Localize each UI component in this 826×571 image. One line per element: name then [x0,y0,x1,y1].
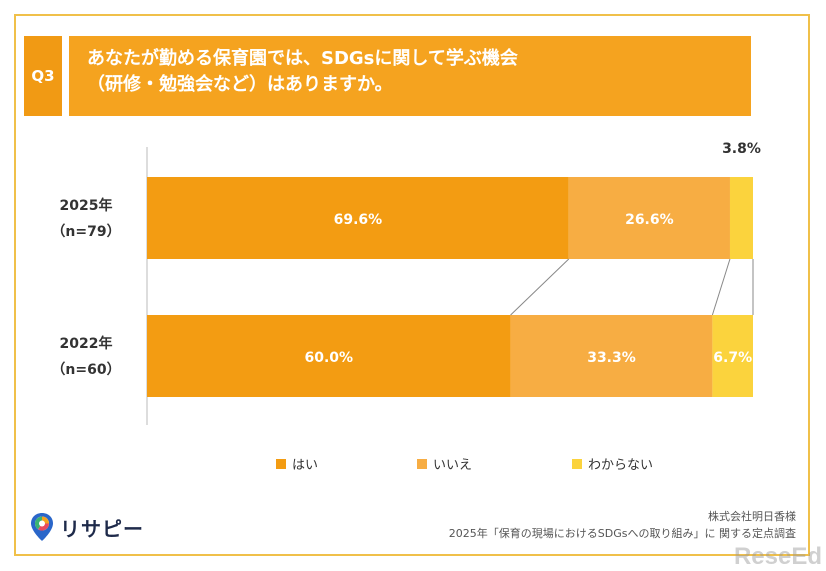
question-title-box: あなたが勤める保育園では、SDGsに関して学ぶ機会 （研修・勉強会など）はありま… [69,36,751,116]
legend-label-yes: はい [292,458,319,473]
chart-legend: はい いいえ わからない [0,454,826,474]
location-pin-icon [31,513,53,541]
category-label-year-0: 2025年 [60,197,113,214]
bar-label-0-0: 69.6% [334,212,383,228]
legend-item-unknown: わからない [572,454,653,473]
bar-label-1-1: 33.3% [587,350,636,366]
bar-label-0-1: 26.6% [625,212,674,228]
legend-label-unknown: わからない [588,458,654,473]
question-number: Q3 [31,67,55,85]
bar-segment-0-0 [147,177,569,259]
source-line-1: 株式会社明日香様 [708,510,796,523]
category-label-year-1: 2022年 [60,335,113,352]
connector-line-1 [711,258,731,316]
bar-segment-0-1 [568,177,730,259]
question-title-line-1: あなたが勤める保育園では、SDGsに関して学ぶ機会 [87,48,518,69]
connector-line-0 [510,258,570,316]
legend-swatch-unknown [572,458,582,469]
bar-label-0-2: 3.8% [722,141,761,157]
legend-item-no: いいえ [417,454,472,473]
legend-swatch-yes [276,458,286,469]
legend-item-yes: はい [276,454,318,473]
question-title-line-2: （研修・勉強会など）はありますか。 [87,74,393,95]
bar-label-1-2: 6.7% [713,350,752,366]
category-label-n-1: （n=60） [51,362,120,378]
bar-segment-0-2 [729,177,753,259]
source-note: 株式会社明日香様 2025年「保育の現場におけるSDGsへの取り組み」に 関する… [449,508,796,542]
bar-segment-1-2 [712,315,753,397]
bar-label-1-0: 60.0% [305,350,354,366]
bar-segment-1-0 [147,315,511,397]
category-label-n-0: （n=79） [51,224,120,240]
bar-segment-1-1 [510,315,713,397]
legend-swatch-no [417,458,427,469]
watermark: ReseEd [733,543,822,570]
source-line-2: 2025年「保育の現場におけるSDGsへの取り組み」に 関する定点調査 [448,527,796,540]
question-number-badge: Q3 [24,36,62,116]
logo-text: リサピー [60,516,144,541]
legend-label-no: いいえ [433,458,473,473]
risapy-logo: リサピー [30,512,144,542]
